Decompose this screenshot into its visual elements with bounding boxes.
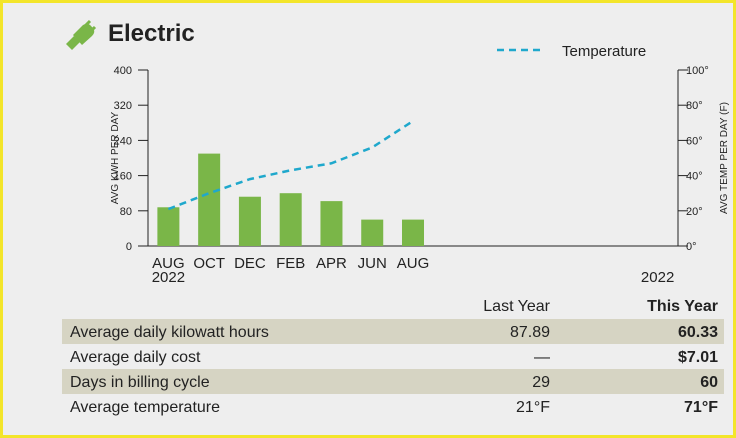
x-tick-label: APR xyxy=(316,255,347,272)
chart: Electric 0 80 160 240 320 400 0° 20° 40° 60° 80° 10… xyxy=(62,19,730,416)
x-tick-label: JUN xyxy=(358,255,387,272)
y-tick-label: 160 xyxy=(114,171,132,183)
this-year-value: $7.01 xyxy=(678,349,718,366)
row-label: Average daily cost xyxy=(70,349,201,366)
this-year-value: 71°F xyxy=(684,399,718,416)
y-tick-label: 0 xyxy=(126,241,132,253)
bar xyxy=(198,153,221,246)
last-year-value: 21°F xyxy=(516,399,550,416)
bar xyxy=(157,207,180,246)
y2-axis-label: AVG TEMP PER DAY (F) xyxy=(719,102,730,214)
y2-tick-label: 0° xyxy=(686,241,697,253)
last-year-value: 29 xyxy=(532,374,550,391)
last-year-value: 87.89 xyxy=(510,324,550,341)
this-year-value: 60.33 xyxy=(678,324,718,341)
row-stripe xyxy=(62,369,724,394)
title: Electric xyxy=(108,20,195,47)
bar xyxy=(361,219,384,246)
x-tick-label: AUG xyxy=(397,255,430,272)
x-tick-label: OCT xyxy=(193,255,225,272)
bar xyxy=(320,201,343,246)
row-label: Average daily kilowatt hours xyxy=(70,324,269,341)
legend-label: Temperature xyxy=(562,43,646,60)
y-tick-label: 400 xyxy=(114,65,132,77)
y2-tick-label: 40° xyxy=(686,171,703,183)
y2-tick-label: 80° xyxy=(686,100,703,112)
bar xyxy=(279,193,302,246)
row-label: Average temperature xyxy=(70,399,220,416)
y-tick-label: 320 xyxy=(114,100,132,112)
column-header: Last Year xyxy=(483,298,550,315)
last-year-value: — xyxy=(534,349,550,366)
y-tick-label: 80 xyxy=(120,206,132,218)
bar xyxy=(402,219,424,246)
x-tick-label: FEB xyxy=(276,255,305,272)
x-tick-label: DEC xyxy=(234,255,266,272)
plug-icon xyxy=(66,19,97,50)
column-header: This Year xyxy=(647,298,718,315)
y-axis-label: AVG KWH PER DAY xyxy=(110,111,121,204)
y2-tick-label: 20° xyxy=(686,206,703,218)
bar xyxy=(238,196,261,246)
y2-tick-label: 100° xyxy=(686,65,709,77)
row-stripe xyxy=(62,319,724,344)
this-year-value: 60 xyxy=(700,374,718,391)
year-label: 2022 xyxy=(641,269,674,286)
y-tick-label: 240 xyxy=(114,135,132,147)
y2-tick-label: 60° xyxy=(686,135,703,147)
year-label: 2022 xyxy=(152,269,185,286)
row-label: Days in billing cycle xyxy=(70,374,210,391)
x-tick-label: AUG xyxy=(152,255,185,272)
